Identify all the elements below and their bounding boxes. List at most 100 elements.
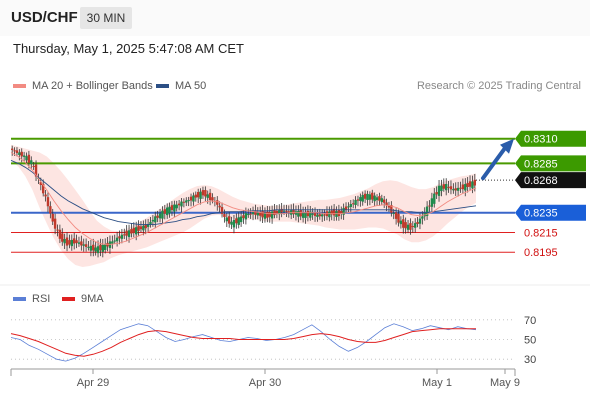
candle-body: [285, 210, 288, 212]
legend-9ma-label: 9MA: [81, 293, 104, 305]
candle-body: [196, 192, 200, 198]
research-credit: Research © 2025 Trading Central: [416, 80, 581, 92]
candle-body: [313, 212, 317, 216]
legend-ma20: MA 20 + Bollinger Bands: [13, 80, 153, 92]
candle-body: [237, 217, 240, 225]
candle-body: [185, 200, 188, 203]
candle-body: [158, 213, 162, 219]
candle-body: [349, 204, 353, 207]
x-tick-label: May 1: [422, 377, 452, 389]
candle-body: [366, 193, 369, 200]
candle-body: [139, 226, 143, 230]
candle-body: [464, 184, 467, 191]
candle-body: [385, 202, 388, 206]
candle-body: [337, 209, 341, 217]
candle-body: [397, 213, 400, 223]
candle-body: [244, 212, 248, 220]
candle-body: [101, 244, 105, 252]
candle-body: [99, 244, 102, 251]
candle-body: [368, 194, 372, 200]
candle-body: [161, 210, 164, 219]
candle-body: [111, 241, 114, 244]
candle-body: [433, 193, 436, 204]
candle-body: [177, 203, 181, 206]
candle-body: [77, 242, 81, 244]
candle-body: [266, 211, 269, 218]
legend-9ma: 9MA: [62, 293, 104, 305]
candle-body: [72, 238, 76, 244]
bollinger-band: [11, 144, 476, 267]
chart-datetime: Thursday, May 1, 2025 5:47:08 AM CET: [13, 41, 244, 56]
candle-body: [53, 218, 57, 229]
candle-body: [371, 192, 374, 200]
candle-body: [418, 218, 422, 224]
candle-body: [351, 203, 355, 205]
candle-body: [94, 247, 97, 252]
candle-body: [261, 210, 264, 218]
level-tag-last: [515, 172, 586, 189]
candle-body: [132, 227, 136, 233]
candle-body: [44, 194, 47, 197]
candle-body: [316, 214, 319, 217]
forecast-arrow-shaft: [481, 144, 508, 181]
candle-body: [359, 197, 362, 201]
candle-body: [223, 214, 226, 218]
candle-body: [113, 240, 116, 242]
candle-body: [70, 239, 74, 247]
candle-body: [430, 198, 434, 207]
candle-body: [103, 244, 107, 250]
candle-body: [68, 240, 71, 245]
candle-body: [173, 204, 176, 212]
candle-body: [239, 216, 243, 223]
candle-body: [273, 209, 276, 216]
timeframe-button[interactable]: 30 MIN: [80, 7, 132, 29]
candle-body: [442, 184, 446, 189]
candle-body: [306, 210, 310, 217]
candle-body: [268, 212, 271, 217]
candle-body: [75, 240, 78, 244]
level-tag-resistance: [515, 130, 586, 147]
candle-body: [263, 213, 267, 219]
candle-body: [392, 212, 395, 214]
candle-body: [251, 212, 255, 215]
x-tick-label: Apr 29: [77, 377, 109, 389]
candle-body: [394, 212, 398, 219]
candle-body: [123, 234, 126, 236]
candle-body: [473, 179, 477, 186]
candle-body: [258, 212, 262, 216]
candle-body: [146, 224, 150, 227]
candle-body: [247, 214, 250, 216]
candle-body: [332, 208, 336, 216]
candle-body: [144, 224, 147, 229]
candle-body: [328, 211, 331, 218]
candle-body: [232, 219, 236, 228]
candle-body: [89, 245, 93, 251]
candle-body: [340, 210, 343, 214]
candle-body: [92, 244, 95, 251]
candle-body: [416, 222, 419, 224]
candle-body: [87, 246, 90, 248]
level-label-pivot: 0.8235: [524, 208, 558, 220]
candle-body: [456, 187, 460, 191]
candle-body: [175, 204, 178, 209]
level-label-resistance: 0.8310: [524, 134, 558, 146]
candle-body: [182, 201, 186, 203]
candle-body: [382, 199, 386, 203]
candle-body: [154, 216, 157, 223]
candle-body: [20, 151, 23, 157]
candle-body: [304, 212, 307, 218]
candle-body: [278, 210, 281, 215]
candle-body: [361, 195, 364, 202]
candle-body: [125, 230, 128, 236]
candle-body: [466, 182, 469, 187]
x-tick-label: May 9: [490, 377, 520, 389]
candle-body: [378, 196, 381, 201]
rsi9ma-swatch: [62, 297, 75, 301]
candle-body: [449, 186, 453, 190]
candle-body: [25, 156, 28, 161]
candle-body: [41, 183, 45, 194]
candle-body: [301, 212, 305, 218]
candle-body: [61, 233, 64, 242]
candle-body: [137, 225, 140, 231]
